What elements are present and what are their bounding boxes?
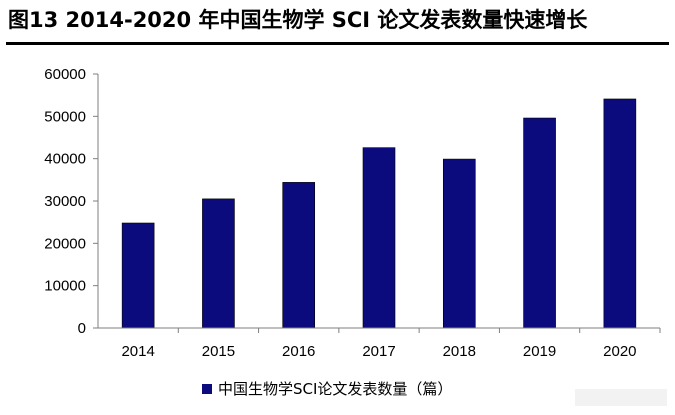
title-rule <box>6 42 669 45</box>
x-tick-label: 2020 <box>603 343 636 360</box>
x-tick-label: 2014 <box>121 343 154 360</box>
bar-2018 <box>442 158 476 329</box>
bar-2016 <box>282 182 316 329</box>
legend: 中国生物学SCI论文发表数量（篇） <box>202 378 452 399</box>
y-tick-label: 10000 <box>44 278 86 295</box>
y-axis-ticks: 0 10000 20000 30000 40000 50000 60000 <box>44 66 98 337</box>
x-tick-label: 2016 <box>282 343 315 360</box>
y-tick-label: 40000 <box>44 151 86 168</box>
bar-2015 <box>202 198 235 329</box>
y-tick-label: 0 <box>78 320 86 337</box>
bar-chart: 0 10000 20000 30000 40000 50000 60000 2014 2015… <box>44 66 661 360</box>
y-tick-label: 30000 <box>44 193 86 210</box>
x-tick-label: 2018 <box>443 343 476 360</box>
bar-2017 <box>362 147 396 329</box>
y-tick-label: 20000 <box>44 235 86 252</box>
bars <box>121 98 637 329</box>
legend-label: 中国生物学SCI论文发表数量（篇） <box>218 380 453 398</box>
x-tick-label: 2019 <box>523 343 556 360</box>
bar-2014 <box>121 222 155 329</box>
watermark <box>575 389 667 406</box>
y-tick-label: 60000 <box>44 66 86 83</box>
x-tick-label: 2017 <box>362 343 395 360</box>
legend-swatch <box>202 383 212 394</box>
y-tick-label: 50000 <box>44 108 86 125</box>
x-tick-label: 2015 <box>202 343 235 360</box>
bar-2019 <box>523 117 556 329</box>
bar-2020 <box>603 98 637 329</box>
x-axis-ticks: 2014 2015 2016 2017 2018 2019 2020 <box>121 328 661 360</box>
figure-title: 图13 2014-2020 年中国生物学 SCI 论文发表数量快速增长 <box>8 8 588 32</box>
